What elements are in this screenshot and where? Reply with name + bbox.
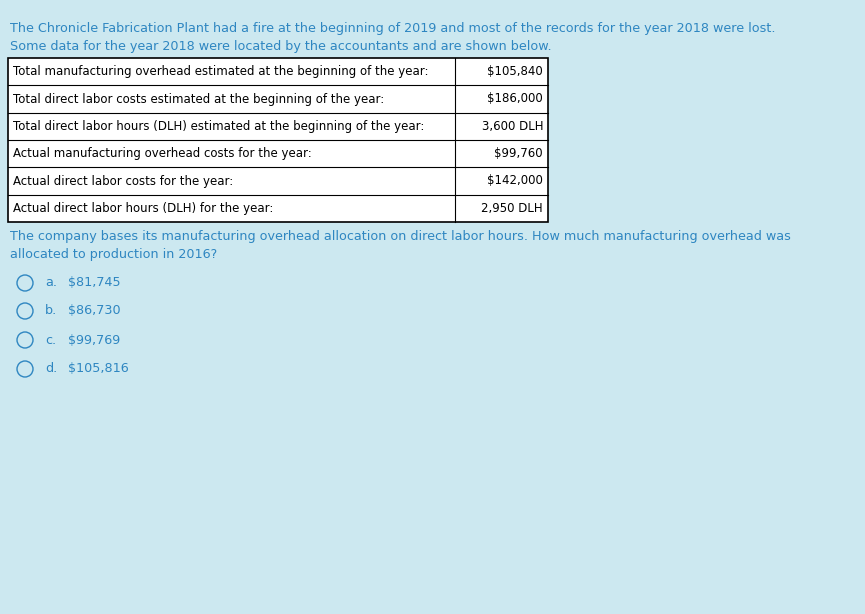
Text: 2,950 DLH: 2,950 DLH xyxy=(482,202,543,215)
Bar xyxy=(8,58,548,222)
Text: The company bases its manufacturing overhead allocation on direct labor hours. H: The company bases its manufacturing over… xyxy=(10,230,791,243)
Text: allocated to production in 2016?: allocated to production in 2016? xyxy=(10,248,217,261)
Text: Actual direct labor costs for the year:: Actual direct labor costs for the year: xyxy=(13,174,234,187)
Text: Total manufacturing overhead estimated at the beginning of the year:: Total manufacturing overhead estimated a… xyxy=(13,65,428,78)
Text: 3,600 DLH: 3,600 DLH xyxy=(482,120,543,133)
Text: Actual manufacturing overhead costs for the year:: Actual manufacturing overhead costs for … xyxy=(13,147,311,160)
Text: $105,816: $105,816 xyxy=(68,362,129,376)
Text: $142,000: $142,000 xyxy=(487,174,543,187)
Text: b.: b. xyxy=(45,305,57,317)
Text: The Chronicle Fabrication Plant had a fire at the beginning of 2019 and most of : The Chronicle Fabrication Plant had a fi… xyxy=(10,22,776,35)
Text: c.: c. xyxy=(45,333,56,346)
Text: $186,000: $186,000 xyxy=(487,93,543,106)
Text: $105,840: $105,840 xyxy=(487,65,543,78)
Text: $99,760: $99,760 xyxy=(495,147,543,160)
Text: $99,769: $99,769 xyxy=(68,333,120,346)
Text: Actual direct labor hours (DLH) for the year:: Actual direct labor hours (DLH) for the … xyxy=(13,202,273,215)
Text: d.: d. xyxy=(45,362,57,376)
Text: $86,730: $86,730 xyxy=(68,305,120,317)
Text: Total direct labor hours (DLH) estimated at the beginning of the year:: Total direct labor hours (DLH) estimated… xyxy=(13,120,425,133)
Text: Some data for the year 2018 were located by the accountants and are shown below.: Some data for the year 2018 were located… xyxy=(10,40,552,53)
Text: $81,745: $81,745 xyxy=(68,276,120,289)
Text: Total direct labor costs estimated at the beginning of the year:: Total direct labor costs estimated at th… xyxy=(13,93,384,106)
Text: a.: a. xyxy=(45,276,57,289)
